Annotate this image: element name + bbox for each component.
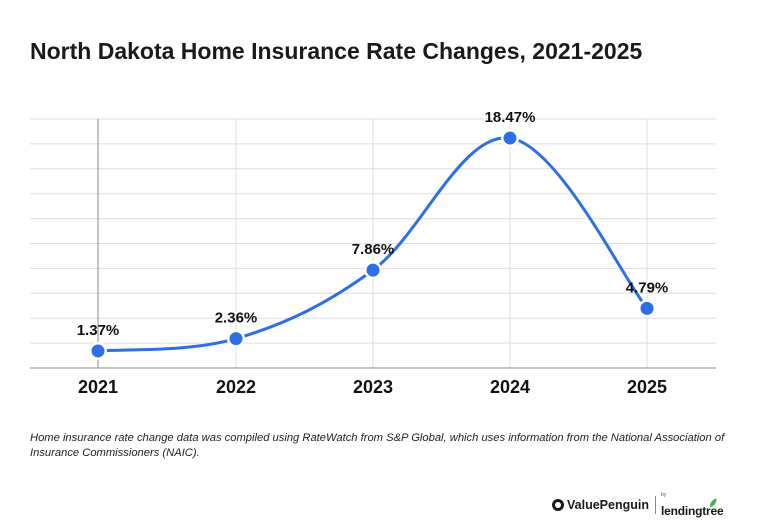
valuepenguin-logo-text: ValuePenguin bbox=[567, 498, 649, 512]
data-point bbox=[640, 301, 654, 315]
lendingtree-by-text: by bbox=[660, 492, 667, 498]
axes bbox=[30, 119, 716, 369]
data-point bbox=[229, 332, 243, 346]
valuepenguin-logo-icon bbox=[552, 499, 564, 511]
chart-title: North Dakota Home Insurance Rate Changes… bbox=[30, 38, 643, 64]
data-point bbox=[366, 263, 380, 277]
x-tick-label: 2022 bbox=[216, 377, 256, 397]
data-point-group: 18.47% bbox=[485, 109, 536, 148]
source-caption: Home insurance rate change data was comp… bbox=[30, 432, 725, 459]
data-label: 18.47% bbox=[485, 109, 536, 126]
lendingtree-logo: by lendingtree bbox=[660, 492, 724, 518]
gridlines bbox=[30, 118, 716, 368]
x-tick-label: 2024 bbox=[490, 377, 530, 397]
data-point bbox=[91, 344, 105, 358]
leaf-icon bbox=[710, 498, 717, 507]
brand-logos: ValuePenguin by lendingtree bbox=[552, 492, 724, 518]
data-label: 1.37% bbox=[77, 322, 120, 339]
data-point-group: 4.79% bbox=[626, 279, 669, 318]
data-point-group: 1.37% bbox=[77, 322, 120, 360]
data-point bbox=[503, 131, 517, 145]
data-label: 4.79% bbox=[626, 279, 669, 296]
x-tick-label: 2023 bbox=[353, 377, 393, 397]
lendingtree-logo-text: lendingtree bbox=[660, 504, 724, 518]
data-label: 2.36% bbox=[215, 310, 258, 327]
line-chart: 1.37%2.36%7.86%18.47%4.79% 2021 2022 2023 2… bbox=[30, 109, 716, 397]
logo-divider bbox=[654, 496, 656, 514]
x-axis-ticks: 2021 2022 2023 2024 2025 bbox=[78, 377, 667, 397]
data-point-group: 7.86% bbox=[352, 241, 395, 280]
series-line bbox=[96, 136, 649, 353]
x-tick-label: 2021 bbox=[78, 377, 118, 397]
x-tick-label: 2025 bbox=[627, 377, 667, 397]
data-point-group: 2.36% bbox=[215, 310, 258, 348]
data-label: 7.86% bbox=[352, 241, 395, 258]
series: 1.37% 2.36% 7.86% 18.47% 4.79% bbox=[77, 109, 669, 360]
